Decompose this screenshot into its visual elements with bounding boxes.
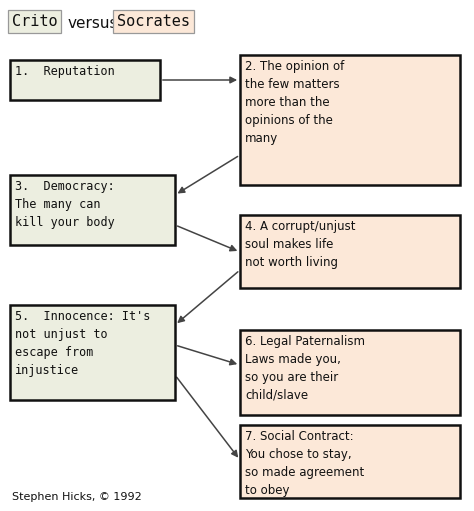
Bar xyxy=(240,55,460,185)
Text: 4. A corrupt/unjust
soul makes life
not worth living: 4. A corrupt/unjust soul makes life not … xyxy=(245,220,356,269)
Text: 3.  Democracy:
The many can
kill your body: 3. Democracy: The many can kill your bod… xyxy=(15,180,115,229)
Bar xyxy=(10,175,175,245)
Text: Socrates: Socrates xyxy=(117,14,190,29)
Bar xyxy=(240,425,460,498)
Bar xyxy=(240,330,460,415)
Text: Stephen Hicks, © 1992: Stephen Hicks, © 1992 xyxy=(12,492,142,502)
Bar xyxy=(10,305,175,400)
Text: 2. The opinion of
the few matters
more than the
opinions of the
many: 2. The opinion of the few matters more t… xyxy=(245,60,344,145)
Text: 7. Social Contract:
You chose to stay,
so made agreement
to obey: 7. Social Contract: You chose to stay, s… xyxy=(245,430,364,497)
Text: Crito: Crito xyxy=(12,14,58,29)
Bar xyxy=(240,215,460,288)
Bar xyxy=(10,60,160,100)
Text: 5.  Innocence: It's
not unjust to
escape from
injustice: 5. Innocence: It's not unjust to escape … xyxy=(15,310,150,377)
Text: 6. Legal Paternalism
Laws made you,
so you are their
child/slave: 6. Legal Paternalism Laws made you, so y… xyxy=(245,335,365,402)
Text: versus: versus xyxy=(68,16,118,31)
Text: 1.  Reputation: 1. Reputation xyxy=(15,65,115,78)
